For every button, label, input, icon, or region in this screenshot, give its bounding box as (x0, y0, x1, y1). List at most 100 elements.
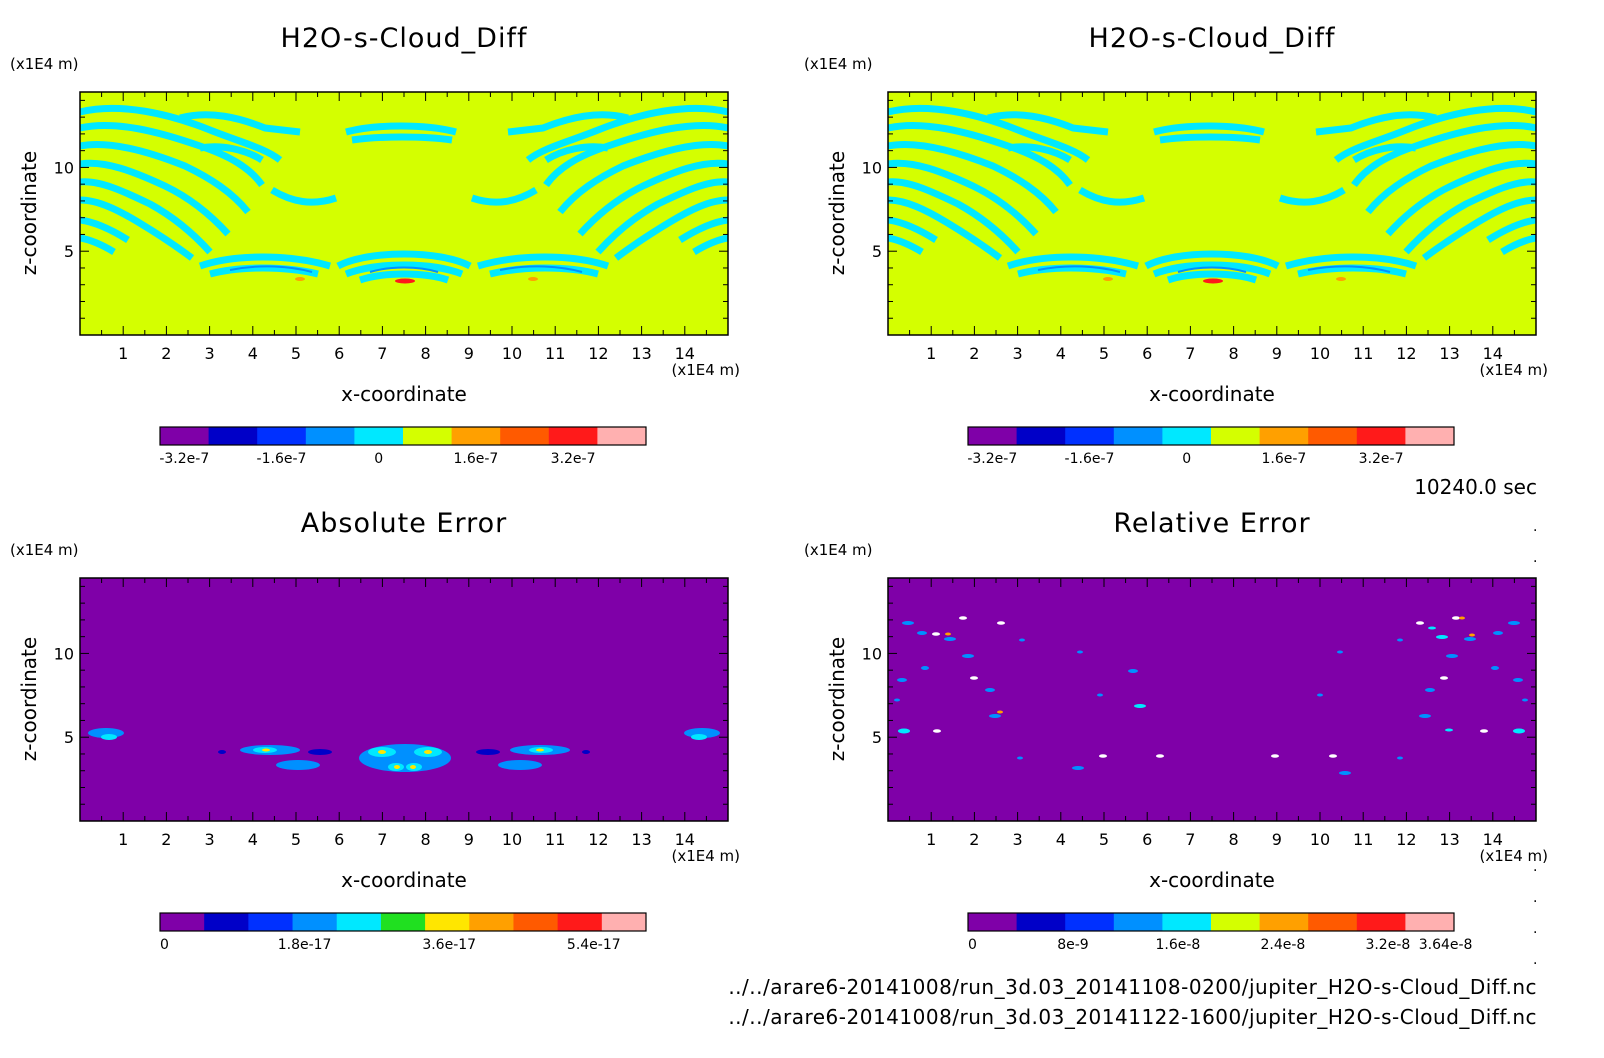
plot-area (80, 92, 728, 335)
x-axis-label: x-coordinate (341, 382, 467, 406)
x-tick-label: 13 (631, 344, 651, 363)
x-tick-label: 12 (1396, 830, 1416, 849)
x-tick-label: 10 (1310, 830, 1330, 849)
x-tick-label: 5 (291, 830, 301, 849)
plot-title: Relative Error (1113, 508, 1310, 539)
colorbar-swatch (1065, 427, 1115, 445)
x-tick-label: 9 (1272, 344, 1282, 363)
colorbar-swatch (403, 427, 453, 445)
colorbar: -3.2e-7 -1.6e-7 0 1.6e-7 3.2e-7 (159, 426, 647, 467)
svg-text:.: . (1533, 921, 1537, 937)
y-unit-label: (x1E4 m) (10, 541, 79, 559)
colorbar-swatch (305, 427, 355, 445)
svg-text:.: . (1533, 550, 1537, 566)
y-tick-label: 5 (872, 242, 882, 261)
y-tick-label: 5 (64, 242, 74, 261)
colorbar-label: 3.2e-7 (551, 451, 596, 467)
colorbar-label: 3.2e-7 (1359, 451, 1404, 467)
colorbar-label: 1.6e-8 (1156, 937, 1201, 953)
x-tick-label: 10 (502, 830, 522, 849)
colorbar-swatch (160, 913, 205, 931)
x-tick-label: 13 (1439, 344, 1459, 363)
x-tick-label: 1 (926, 344, 936, 363)
colorbar-swatch (204, 913, 249, 931)
file-path-1: ../../arare6-20141008/run_3d.03_20141108… (728, 975, 1537, 999)
colorbar-swatch (208, 427, 258, 445)
x-tick-label: 3 (205, 830, 215, 849)
colorbar-swatch (336, 913, 382, 931)
time-label: 10240.0 sec (1414, 475, 1537, 499)
colorbar-swatch (248, 913, 294, 931)
x-tick-label: 11 (545, 830, 565, 849)
x-tick-label: 3 (1013, 344, 1023, 363)
colorbar: 0 8e-9 1.6e-8 2.4e-8 3.2e-8 3.64e-8 (967, 912, 1473, 953)
y-axis-label: z-coordinate (825, 637, 849, 761)
colorbar-label: 0 (968, 937, 977, 953)
colorbar-swatch (380, 913, 426, 931)
colorbar-swatch (451, 427, 501, 445)
x-tick-label: 5 (1099, 344, 1109, 363)
colorbar-frame (967, 426, 1455, 446)
plot-area (888, 92, 1536, 335)
x-axis-label: x-coordinate (341, 868, 467, 892)
colorbar-label: -1.6e-7 (257, 451, 307, 467)
plot-area (80, 578, 728, 821)
x-axis-label: x-coordinate (1149, 382, 1275, 406)
colorbar-swatch (1016, 913, 1066, 931)
x-axis-label: x-coordinate (1149, 868, 1275, 892)
colorbar-swatch (1356, 427, 1406, 445)
x-tick-label: 6 (334, 830, 344, 849)
plot-title: H2O-s-Cloud_Diff (281, 23, 528, 54)
x-tick-label: 7 (377, 344, 387, 363)
colorbar-frame (159, 912, 647, 932)
x-tick-label: 4 (248, 344, 258, 363)
x-tick-label: 1 (926, 830, 936, 849)
colorbar-label: 1.6e-7 (1261, 451, 1306, 467)
x-tick-label: 6 (334, 344, 344, 363)
x-tick-label: 14 (1483, 344, 1503, 363)
colorbar-label: -1.6e-7 (1065, 451, 1115, 467)
x-unit-label: (x1E4 m) (671, 361, 740, 379)
x-tick-label: 14 (675, 830, 695, 849)
colorbar-label: 0 (1182, 451, 1191, 467)
heatmap-features (80, 104, 728, 284)
x-tick-label: 9 (1272, 830, 1282, 849)
edge-dots: . . . . . . (1533, 519, 1537, 968)
colorbar-swatch (500, 427, 550, 445)
x-tick-label: 11 (1353, 830, 1373, 849)
colorbar-swatch (557, 913, 603, 931)
colorbar-label: 1.6e-7 (453, 451, 498, 467)
svg-text:.: . (1533, 952, 1537, 968)
colorbar-label: 3.2e-8 (1365, 937, 1410, 953)
x-tick-label: 14 (675, 344, 695, 363)
panel-bottom-left: Absolute Error (x1E4 m) (10, 508, 740, 953)
colorbar-label: 3.64e-8 (1419, 937, 1473, 953)
y-tick-label: 10 (862, 644, 882, 663)
colorbar-swatch (469, 913, 514, 931)
y-unit-label: (x1E4 m) (804, 541, 873, 559)
colorbar-label: 8e-9 (1057, 937, 1088, 953)
colorbar-swatch (1113, 427, 1163, 445)
colorbar-swatch (1113, 913, 1163, 931)
x-tick-label: 6 (1142, 344, 1152, 363)
colorbar-swatch (601, 913, 647, 931)
colorbar-swatch (1405, 427, 1455, 445)
x-tick-label: 11 (1353, 344, 1373, 363)
colorbar-swatch (354, 427, 404, 445)
x-tick-label: 8 (421, 344, 431, 363)
x-tick-label: 2 (969, 830, 979, 849)
x-tick-label: 12 (588, 344, 608, 363)
x-tick-label: 12 (588, 830, 608, 849)
x-tick-label: 2 (969, 344, 979, 363)
colorbar-swatch (160, 427, 210, 445)
x-tick-label: 7 (1185, 344, 1195, 363)
colorbar-swatch (1162, 913, 1212, 931)
svg-text:.: . (1533, 859, 1537, 875)
colorbar: -3.2e-7 -1.6e-7 0 1.6e-7 3.2e-7 (967, 426, 1455, 467)
colorbar-swatch (548, 427, 598, 445)
colorbar-swatch (1162, 427, 1212, 445)
x-tick-label: 1 (118, 830, 128, 849)
colorbar-frame (159, 426, 647, 446)
x-unit-label: (x1E4 m) (671, 847, 740, 865)
colorbar-label: 0 (374, 451, 383, 467)
